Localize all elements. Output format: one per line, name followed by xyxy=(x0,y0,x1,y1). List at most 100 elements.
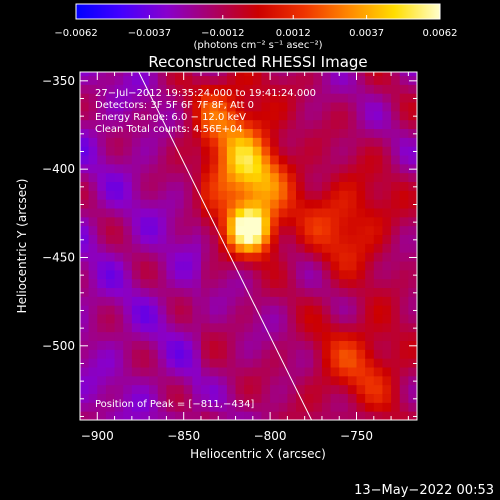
heatmap-cell xyxy=(373,287,383,297)
heatmap-cell xyxy=(235,269,245,280)
heatmap-cell xyxy=(365,314,375,324)
heatmap-cell xyxy=(235,163,245,174)
heatmap-cell xyxy=(192,340,202,350)
heatmap-cell xyxy=(80,411,90,420)
heatmap-cell xyxy=(365,75,375,85)
heatmap-cell xyxy=(114,225,124,236)
heatmap-cell xyxy=(270,411,280,420)
heatmap-cell xyxy=(123,402,133,412)
heatmap-cell xyxy=(313,375,323,386)
heatmap-cell xyxy=(399,128,409,138)
heatmap-cell xyxy=(114,155,124,165)
heatmap-cell xyxy=(287,137,297,147)
heatmap-cell xyxy=(321,110,332,121)
heatmap-cell xyxy=(339,172,349,183)
heatmap-cell xyxy=(330,305,340,315)
heatmap-cell xyxy=(408,199,417,209)
heatmap-cell xyxy=(382,393,392,403)
heatmap-cell xyxy=(347,75,358,85)
heatmap-cell xyxy=(200,216,211,227)
heatmap-cell xyxy=(382,102,392,112)
heatmap-cell xyxy=(218,72,228,77)
heatmap-cell xyxy=(88,181,98,191)
heatmap-cell xyxy=(183,199,193,209)
heatmap-cell xyxy=(391,296,401,306)
heatmap-cell xyxy=(330,411,340,420)
heatmap-cell xyxy=(166,305,176,315)
heatmap-cell xyxy=(244,163,254,174)
heatmap-cell xyxy=(399,358,409,368)
heatmap-cell xyxy=(166,411,176,420)
heatmap-cell xyxy=(304,296,314,306)
heatmap-cell xyxy=(313,384,323,395)
heatmap-cell xyxy=(183,261,193,271)
heatmap-cell xyxy=(209,393,219,403)
heatmap-cell xyxy=(373,296,383,306)
heatmap-cell xyxy=(149,402,159,412)
heatmap-cell xyxy=(123,269,133,280)
heatmap-cell xyxy=(287,199,297,209)
heatmap-cell xyxy=(296,119,306,130)
heatmap-cell xyxy=(347,358,358,368)
heatmap-cell xyxy=(330,163,340,174)
heatmap-cell xyxy=(365,331,375,342)
heatmap-cell xyxy=(157,393,167,403)
heatmap-cell xyxy=(287,331,297,342)
heatmap-cell xyxy=(192,252,202,262)
heatmap-cell xyxy=(296,261,306,271)
heatmap-cell xyxy=(105,243,116,253)
heatmap-cell xyxy=(88,252,98,262)
heatmap-cell xyxy=(287,225,297,236)
heatmap-cell xyxy=(356,102,366,112)
heatmap-cell xyxy=(157,278,167,289)
heatmap-cell xyxy=(149,181,159,191)
heatmap-cell xyxy=(278,305,288,315)
heatmap-cell xyxy=(304,137,314,147)
heatmap-cell xyxy=(80,234,90,244)
heatmap-cell xyxy=(218,261,228,271)
heatmap-cell xyxy=(382,93,392,103)
heatmap-cell xyxy=(166,234,176,244)
heatmap-cell xyxy=(218,269,228,280)
heatmap-cell xyxy=(261,375,271,386)
heatmap-cell xyxy=(166,181,176,191)
heatmap-cell xyxy=(131,261,141,271)
heatmap-cell xyxy=(399,146,409,156)
heatmap-cell xyxy=(382,128,392,138)
heatmap-cell xyxy=(149,172,159,183)
heatmap-cell xyxy=(313,225,323,236)
heatmap-cell xyxy=(365,349,375,359)
heatmap-cell xyxy=(131,287,141,297)
heatmap-cell xyxy=(356,234,366,244)
heatmap-cell xyxy=(149,75,159,85)
heatmap-cell xyxy=(149,314,159,324)
heatmap-cell xyxy=(157,358,167,368)
heatmap-cell xyxy=(149,340,159,350)
heatmap-cell xyxy=(88,84,98,94)
heatmap-cell xyxy=(373,358,383,368)
heatmap-cell xyxy=(261,137,271,147)
heatmap-cell xyxy=(373,110,383,121)
heatmap-cell xyxy=(339,384,349,395)
heatmap-cell xyxy=(114,216,124,227)
heatmap-cell xyxy=(192,411,202,420)
heatmap-cell xyxy=(131,340,141,350)
heatmap-cell xyxy=(270,234,280,244)
heatmap-cell xyxy=(226,72,237,77)
heatmap-cell xyxy=(235,331,245,342)
heatmap-cell xyxy=(123,375,133,386)
heatmap-cell xyxy=(321,225,332,236)
heatmap-cell xyxy=(235,216,245,227)
heatmap-cell xyxy=(157,72,167,77)
heatmap-cell xyxy=(97,314,107,324)
heatmap-cell xyxy=(356,190,366,200)
heatmap-cell xyxy=(235,411,245,420)
heatmap-cell xyxy=(175,349,185,359)
heatmap-cell xyxy=(88,296,98,306)
heatmap-cell xyxy=(278,269,288,280)
heatmap-cell xyxy=(209,110,219,121)
heatmap-cell xyxy=(382,75,392,85)
heatmap-cell xyxy=(321,146,332,156)
heatmap-cell xyxy=(209,358,219,368)
heatmap-cell xyxy=(339,252,349,262)
